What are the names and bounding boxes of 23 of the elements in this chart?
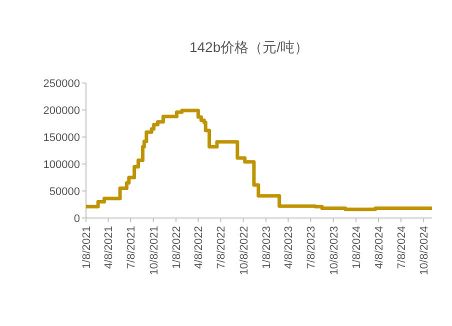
x-tick-label: 4/8/2024 [373, 226, 386, 269]
x-tick-label: 1/8/2022 [171, 226, 184, 269]
x-tick-label: 4/8/2022 [193, 226, 206, 269]
x-tick-label: 4/8/2021 [103, 226, 116, 269]
x-tick-label: 1/8/2024 [351, 226, 364, 269]
y-tick-label: 100000 [43, 159, 80, 171]
x-tick-label: 7/8/2021 [126, 226, 138, 269]
x-tick-label: 7/8/2024 [396, 226, 408, 269]
x-tick-label: 7/8/2023 [306, 226, 318, 269]
y-tick-label: 250000 [43, 78, 80, 90]
y-tick-label: 200000 [43, 105, 80, 117]
x-tick-label: 4/8/2023 [283, 226, 296, 269]
x-tick-label: 1/8/2021 [81, 226, 93, 269]
x-tick-label: 10/8/2022 [238, 226, 250, 275]
y-tick-label: 150000 [43, 132, 80, 144]
x-tick-label: 10/8/2021 [148, 226, 160, 275]
x-tick-label: 10/8/2023 [328, 226, 340, 275]
x-tick-label: 1/8/2023 [261, 226, 274, 269]
y-tick-label: 50000 [49, 186, 80, 198]
x-tick-label: 10/8/2024 [418, 226, 431, 275]
y-tick-label: 0 [74, 213, 80, 225]
x-tick-label: 7/8/2022 [216, 226, 228, 269]
chart-title: 142b价格（元/吨） [189, 39, 309, 55]
